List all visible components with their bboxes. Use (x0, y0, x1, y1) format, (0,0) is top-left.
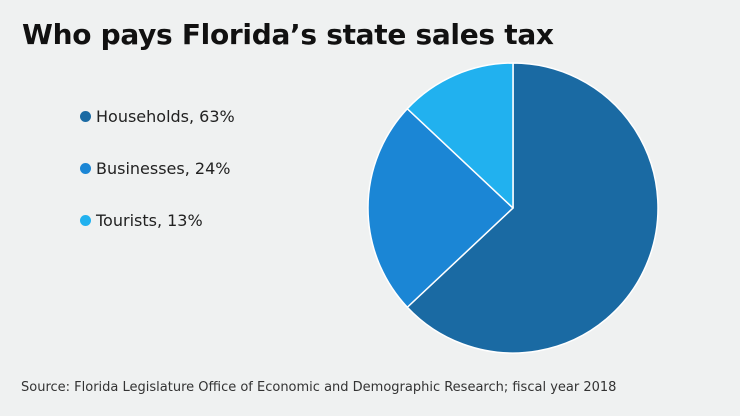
chart-title: Who pays Florida’s state sales tax (22, 18, 554, 51)
legend: Households, 63% Businesses, 24% Tourists… (80, 104, 235, 260)
legend-dot-businesses (80, 162, 91, 174)
source-note: Source: Florida Legislature Office of Ec… (21, 380, 617, 395)
legend-item-businesses: Businesses, 24% (80, 156, 235, 180)
legend-item-tourists: Tourists, 13% (80, 208, 235, 232)
pie-slice-households (406, 62, 659, 354)
legend-label-households: Households, 63% (96, 106, 235, 126)
legend-label-tourists: Tourists, 13% (96, 210, 203, 230)
legend-label-businesses: Businesses, 24% (96, 158, 231, 178)
legend-dot-households (80, 110, 91, 122)
pie-slice-tourists (406, 62, 514, 209)
legend-item-households: Households, 63% (80, 104, 235, 128)
pie-slice-businesses (367, 107, 514, 309)
legend-dot-tourists (80, 214, 91, 226)
